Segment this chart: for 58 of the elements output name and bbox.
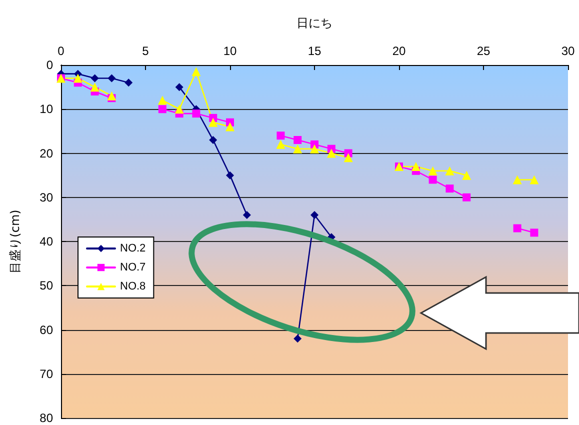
- y-tick-label: 80: [40, 411, 54, 425]
- point: [158, 96, 167, 105]
- point: [446, 184, 454, 193]
- point: [276, 140, 286, 149]
- point: [428, 166, 438, 176]
- point: [192, 110, 200, 118]
- x-tick-label: 0: [58, 44, 65, 58]
- legend-label: NO.8: [120, 280, 146, 292]
- point: [73, 74, 82, 83]
- point: [326, 148, 336, 158]
- point: [276, 132, 285, 140]
- y-tick-label: 70: [40, 366, 54, 381]
- point: [192, 67, 201, 76]
- x-tick-label: 5: [142, 44, 150, 58]
- y-tick-label: 60: [40, 322, 54, 337]
- point: [158, 105, 166, 114]
- y-axis-title: 目盛り(cm): [8, 210, 22, 274]
- point: [124, 78, 133, 87]
- x-axis-title: 日にち: [296, 16, 332, 30]
- y-tick-label: 30: [40, 190, 54, 204]
- point: [174, 104, 184, 114]
- point: [530, 228, 538, 237]
- point: [108, 74, 116, 82]
- y-tick-label: 10: [40, 102, 54, 116]
- legend-label: NO.2: [120, 242, 146, 254]
- x-tick-label: 20: [392, 44, 406, 58]
- point: [175, 83, 184, 92]
- point: [226, 122, 234, 132]
- point: [294, 136, 302, 144]
- x-tick-label: 25: [476, 44, 490, 58]
- point: [90, 74, 99, 82]
- point: [513, 224, 522, 232]
- point: [208, 118, 218, 127]
- point: [344, 153, 353, 162]
- point: [462, 193, 471, 202]
- legend-label: NO.7: [120, 262, 146, 274]
- point: [462, 170, 472, 180]
- point: [209, 136, 218, 144]
- point: [411, 162, 420, 171]
- point: [310, 211, 318, 220]
- y-tick-label: 50: [40, 278, 54, 293]
- point: [310, 144, 319, 154]
- point: [512, 175, 522, 184]
- y-tick-label: 0: [46, 58, 54, 72]
- point: [107, 91, 116, 100]
- x-tick-label: 30: [561, 44, 575, 58]
- y-tick-label: 40: [40, 234, 54, 248]
- point: [428, 176, 437, 184]
- point: [530, 175, 539, 184]
- point: [242, 211, 251, 220]
- point: [90, 82, 100, 92]
- point: [445, 166, 454, 176]
- point: [293, 144, 302, 154]
- x-tick-label: 10: [223, 44, 237, 58]
- point: [226, 171, 234, 180]
- point: [294, 334, 302, 343]
- x-tick-label: 15: [308, 44, 322, 58]
- y-tick-label: 20: [40, 146, 54, 160]
